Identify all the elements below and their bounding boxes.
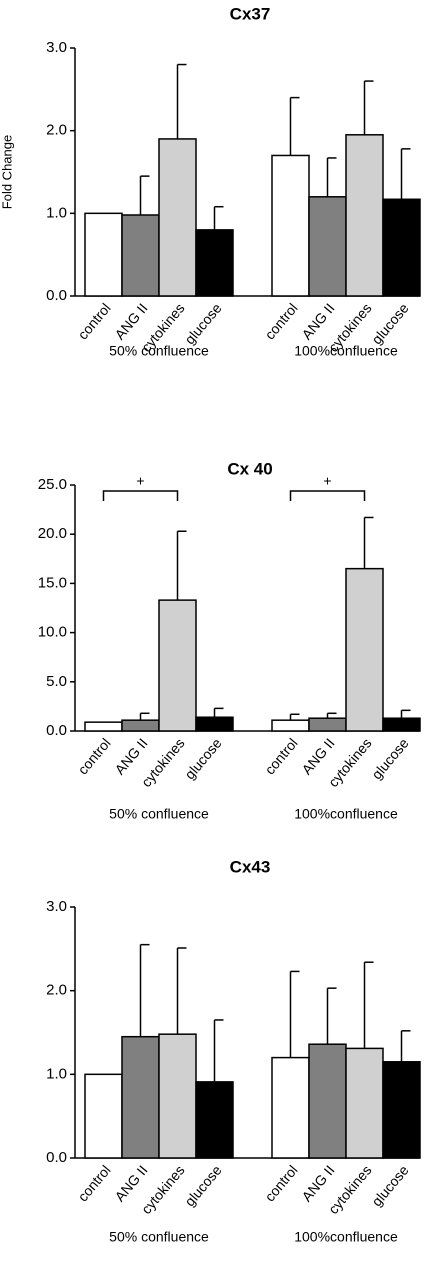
group-label: 50% confluence <box>109 806 209 822</box>
bar <box>158 138 197 297</box>
bar <box>382 198 421 297</box>
bar <box>158 599 197 732</box>
y-tick-label: 15.0 <box>38 574 67 591</box>
x-tick-label: control <box>261 300 300 342</box>
y-tick-label: 25.0 <box>38 476 67 493</box>
x-tick-label: glucose <box>368 300 411 347</box>
x-tick-label: control <box>74 1162 113 1204</box>
group-label: 100%confluence <box>294 806 398 822</box>
group-label: 100%confluence <box>294 343 398 359</box>
y-tick-label: 10.0 <box>38 624 67 641</box>
bar <box>308 196 347 297</box>
x-tick-label: glucose <box>181 300 224 347</box>
y-tick-label: 2.0 <box>46 122 67 139</box>
bar <box>84 1073 123 1159</box>
x-tick-label: control <box>261 735 300 777</box>
x-tick-label: glucose <box>368 1162 411 1209</box>
significance-bracket <box>102 490 179 501</box>
bar <box>271 719 310 732</box>
bar <box>158 1033 197 1159</box>
group-label: 50% confluence <box>109 343 209 359</box>
chart-title: Cx43 <box>230 857 271 876</box>
bar <box>271 154 310 297</box>
chart-title: Cx 40 <box>227 459 272 478</box>
group-label: 100%confluence <box>294 1229 398 1245</box>
x-tick-label: glucose <box>368 735 411 782</box>
x-tick-label: glucose <box>181 1162 224 1209</box>
bar <box>271 1056 310 1159</box>
y-tick-label: 3.0 <box>46 898 67 915</box>
y-tick-label: 0.0 <box>46 722 67 739</box>
bar <box>84 721 123 732</box>
bar <box>195 229 234 297</box>
y-tick-label: 1.0 <box>46 1065 67 1082</box>
bar <box>345 1047 384 1159</box>
bar <box>382 717 421 732</box>
annotation: + <box>136 473 144 489</box>
x-tick-label: control <box>74 735 113 777</box>
x-tick-label: control <box>261 1162 300 1204</box>
bar <box>195 1081 234 1159</box>
group-label: 50% confluence <box>109 1229 209 1245</box>
chart-title: Cx37 <box>230 4 271 23</box>
annotation: + <box>323 473 331 489</box>
bar <box>121 719 160 732</box>
bar <box>308 1043 347 1159</box>
x-tick-label: control <box>74 300 113 342</box>
y-tick-label: 20.0 <box>38 525 67 542</box>
bar <box>308 717 347 732</box>
y-tick-label: 3.0 <box>46 39 67 56</box>
bar <box>84 212 123 297</box>
y-tick-label: 0.0 <box>46 1149 67 1166</box>
y-tick-label: 5.0 <box>46 673 67 690</box>
bar <box>345 567 384 732</box>
bar <box>345 134 384 297</box>
significance-bracket <box>289 490 366 501</box>
y-tick-label: 1.0 <box>46 204 67 221</box>
bar <box>121 214 160 297</box>
x-tick-label: glucose <box>181 735 224 782</box>
bar <box>382 1061 421 1159</box>
y-tick-label: 2.0 <box>46 982 67 999</box>
bar <box>195 716 234 732</box>
y-tick-label: 0.0 <box>46 287 67 304</box>
bar <box>121 1035 160 1159</box>
y-axis-label: Fold Change <box>0 135 14 209</box>
